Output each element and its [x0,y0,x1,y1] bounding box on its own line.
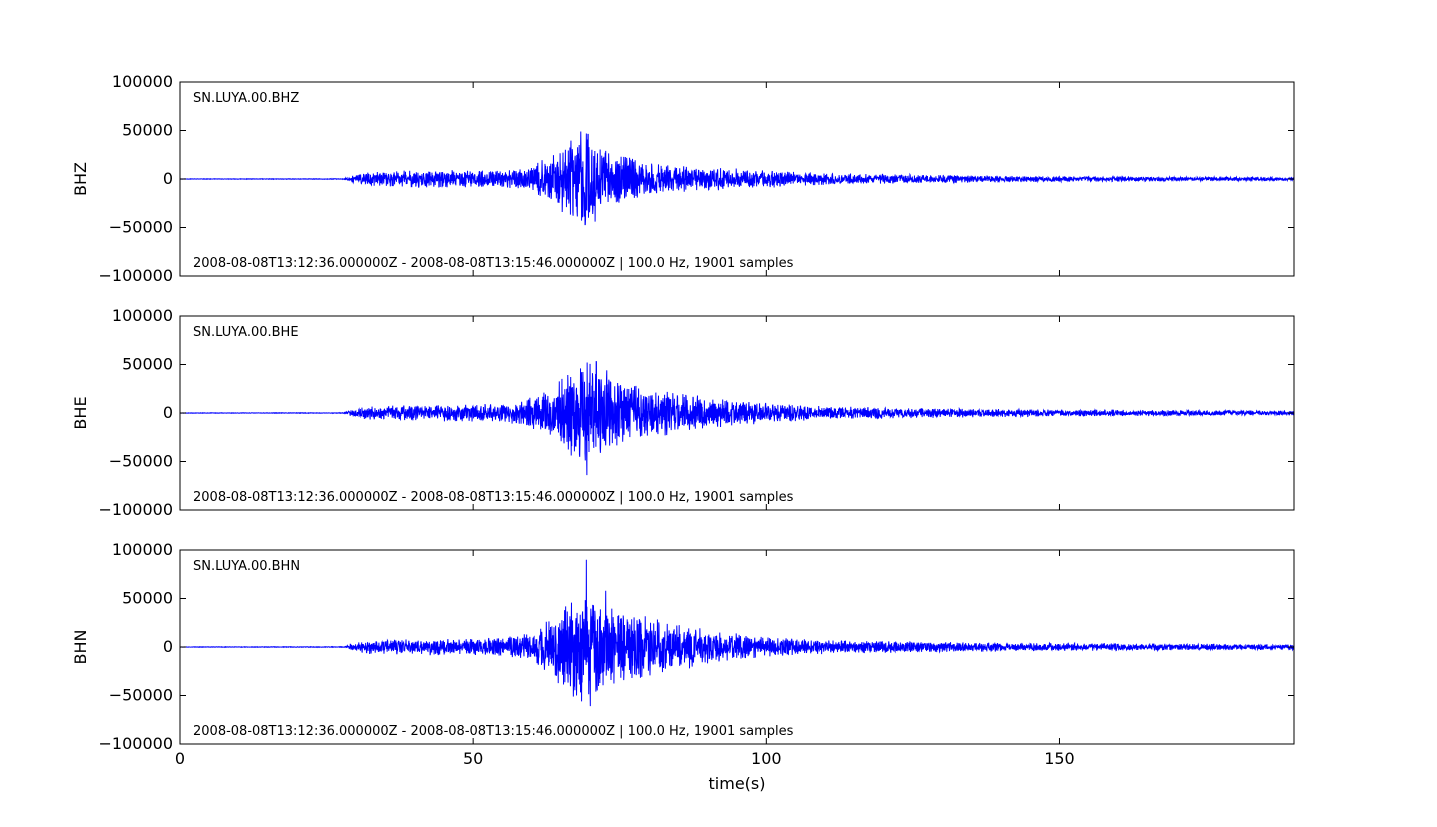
x-tick-label: 50 [463,749,483,768]
y-tick-label: 100000 [112,72,173,91]
y-tick-label: −100000 [99,266,173,285]
y-tick-label: −50000 [109,218,173,237]
y-tick-label: −100000 [99,734,173,753]
trace-info-label: 2008-08-08T13:12:36.000000Z - 2008-08-08… [193,490,794,505]
y-tick-label: −100000 [99,500,173,519]
x-tick-label: 0 [175,749,185,768]
trace-id-label: SN.LUYA.00.BHN [193,559,300,574]
y-tick-label: 100000 [112,540,173,559]
y-tick-label: 0 [163,403,173,422]
x-tick-label: 100 [751,749,782,768]
y-tick-label: −50000 [109,452,173,471]
y-tick-label: 50000 [122,589,173,608]
y-tick-label: 100000 [112,306,173,325]
y-tick-label: −50000 [109,686,173,705]
y-axis-label: BHZ [71,162,90,196]
y-axis-label: BHN [71,630,90,665]
waveform-trace-bhe [179,361,1295,476]
trace-info-label: 2008-08-08T13:12:36.000000Z - 2008-08-08… [193,724,794,739]
x-axis-label: time(s) [709,774,766,793]
y-axis-label: BHE [71,396,90,429]
waveform-trace-bhn [179,559,1295,707]
x-tick-label: 150 [1044,749,1075,768]
y-tick-label: 0 [163,637,173,656]
y-tick-label: 0 [163,169,173,188]
waveform-trace-bhz [179,131,1295,226]
y-tick-label: 50000 [122,121,173,140]
trace-id-label: SN.LUYA.00.BHE [193,325,299,340]
trace-id-label: SN.LUYA.00.BHZ [193,91,299,106]
y-tick-label: 50000 [122,355,173,374]
trace-info-label: 2008-08-08T13:12:36.000000Z - 2008-08-08… [193,256,794,271]
